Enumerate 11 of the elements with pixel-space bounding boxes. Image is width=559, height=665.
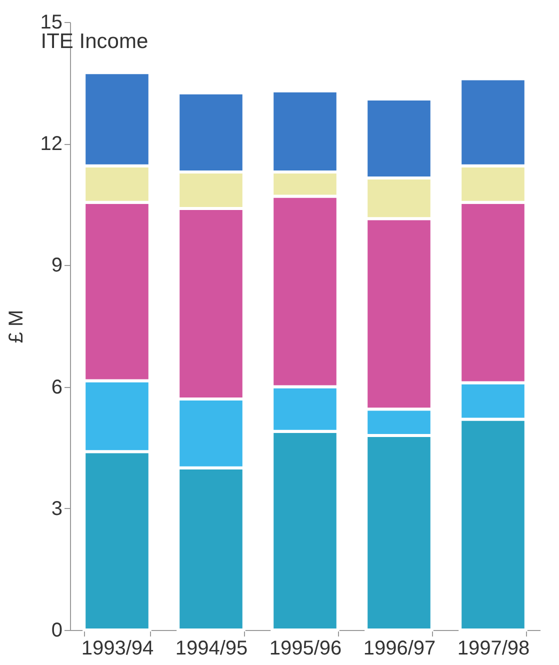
- y-tick-label: 6: [51, 376, 62, 398]
- y-axis-title: £ M: [5, 310, 28, 344]
- x-tick-label: 1997/98: [457, 638, 530, 660]
- y-tick-label: 3: [51, 498, 62, 520]
- y-tick-label: 0: [51, 620, 62, 642]
- x-tick-label: 1995/96: [269, 638, 342, 660]
- y-tick-label: 12: [40, 133, 62, 156]
- y-tick-label: 9: [51, 254, 62, 277]
- x-tick-label: 1993/94: [81, 638, 154, 660]
- x-tick-label: 1994/95: [175, 638, 248, 660]
- x-tick-label: 1996/97: [363, 638, 436, 660]
